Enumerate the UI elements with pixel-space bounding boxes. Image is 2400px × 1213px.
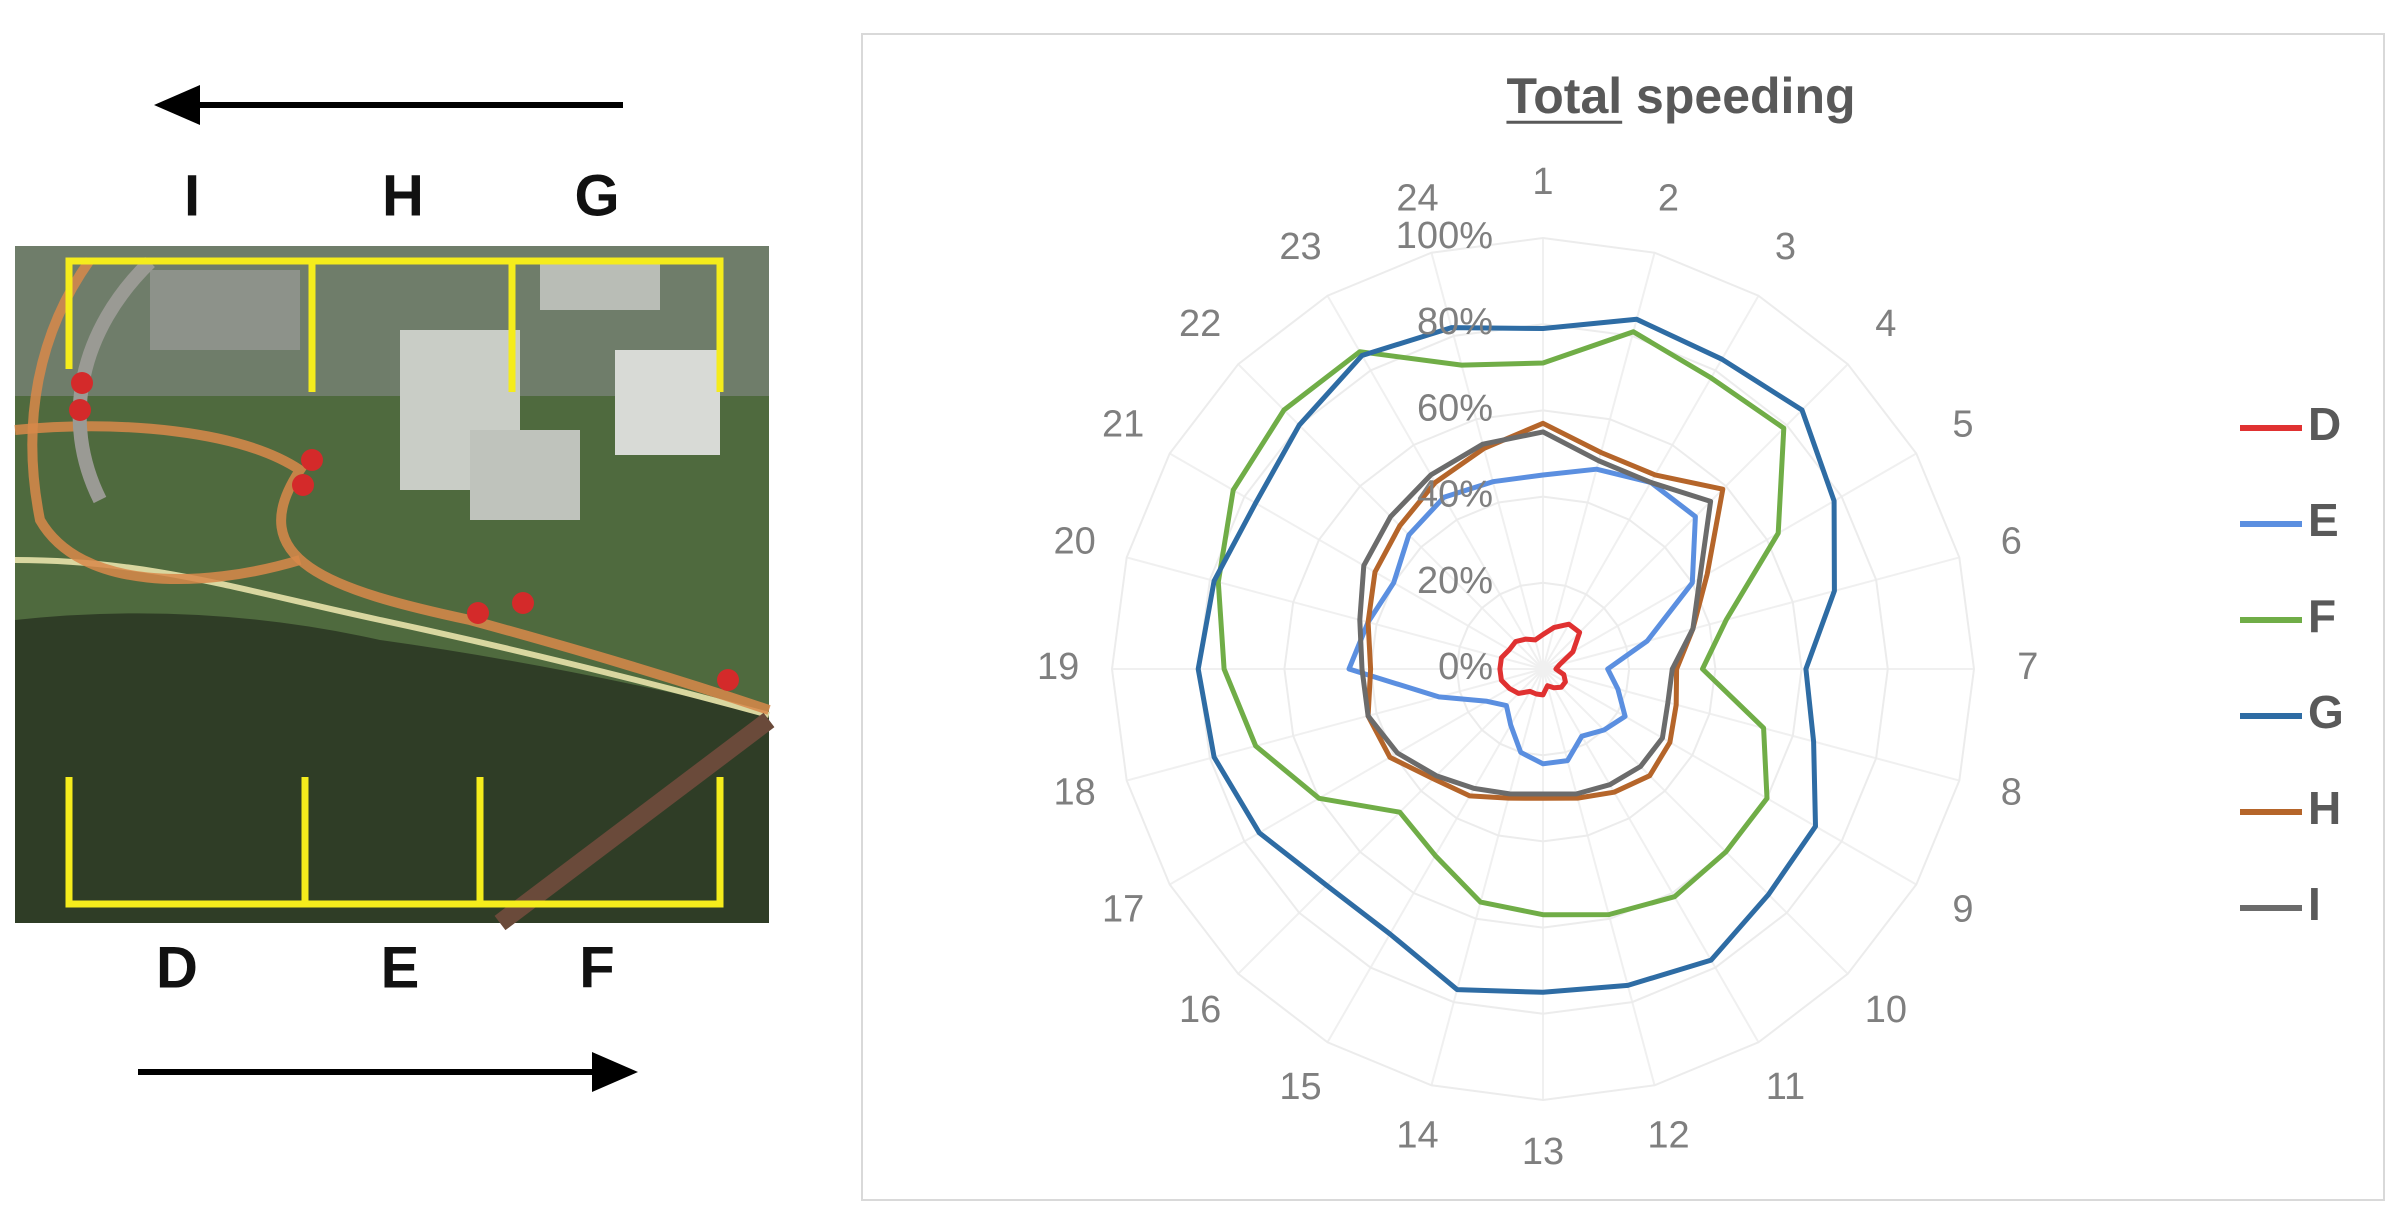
spoke — [1126, 668, 1544, 782]
category-label: 16 — [1179, 989, 1221, 1031]
segment-brackets — [65, 257, 724, 908]
category-label: 8 — [2001, 772, 2022, 814]
spoke — [1542, 556, 1960, 670]
direction-arrows — [138, 85, 638, 1092]
series-line — [1215, 329, 1787, 918]
arrow-head — [154, 85, 200, 125]
map-parking — [150, 270, 300, 350]
r-tick-label: 0% — [1438, 646, 1493, 688]
map: I H G D E F — [14, 85, 775, 1092]
series-line — [1195, 316, 1837, 995]
top-bracket — [65, 257, 724, 392]
spoke — [1430, 668, 1544, 1086]
spoke — [1237, 668, 1544, 975]
legend-label: I — [2308, 878, 2321, 930]
series-line — [1497, 621, 1583, 698]
grid-ring — [1197, 323, 1889, 1015]
spoke — [1126, 556, 1544, 670]
spoke — [1542, 668, 1960, 782]
map-road — [14, 421, 771, 715]
series-line — [1346, 466, 1698, 767]
category-label: 15 — [1279, 1066, 1321, 1108]
category-label: 7 — [2017, 646, 2038, 688]
spoke — [1542, 668, 1849, 975]
legend-label: D — [2308, 398, 2341, 450]
category-label: 18 — [1054, 772, 1096, 814]
spoke — [1542, 668, 1656, 1086]
category-label: 6 — [2001, 521, 2022, 563]
segment-label: E — [381, 935, 420, 1000]
segment-label: I — [184, 163, 200, 228]
segment-labels: I H G D E F — [156, 163, 620, 1000]
category-label: 5 — [1952, 404, 1973, 446]
category-label: 23 — [1279, 226, 1321, 268]
segment-label: H — [382, 163, 424, 228]
grid-ring — [1110, 236, 1976, 1102]
r-tick-label: 60% — [1417, 387, 1493, 429]
spoke — [1430, 252, 1544, 670]
grid-ring — [1283, 409, 1803, 929]
segment-label: F — [579, 935, 614, 1000]
bottom-bracket — [65, 777, 724, 908]
spoke — [1542, 452, 1917, 670]
r-tick-label: 40% — [1417, 474, 1493, 516]
map-water — [15, 613, 769, 923]
segment-label: G — [574, 163, 619, 228]
series-line — [1357, 429, 1714, 797]
map-pin — [301, 449, 323, 471]
map-pin — [717, 669, 739, 691]
r-tick-label: 80% — [1417, 301, 1493, 343]
category-label: 1 — [1532, 161, 1553, 203]
r-tick-label: 20% — [1417, 560, 1493, 602]
legend-label: H — [2308, 782, 2341, 834]
map-building — [615, 350, 720, 455]
map-pin — [467, 602, 489, 624]
category-label: 2 — [1658, 178, 1679, 220]
category-label: 22 — [1179, 303, 1221, 345]
spoke — [1169, 668, 1544, 886]
spoke — [1542, 668, 1760, 1043]
category-label: 10 — [1865, 989, 1907, 1031]
segment-label: D — [156, 935, 198, 1000]
map-road — [27, 257, 302, 585]
category-label: 19 — [1037, 646, 1079, 688]
chart-frame — [861, 33, 2385, 1201]
category-label: 3 — [1775, 226, 1796, 268]
radar-chart: 1 234567891011121314151617181920212223240… — [1037, 120, 2344, 1173]
map-pin — [292, 474, 314, 496]
category-label: 20 — [1054, 521, 1096, 563]
category-label: 21 — [1102, 404, 1144, 446]
map-bridge — [494, 712, 775, 931]
category-label: 9 — [1952, 888, 1973, 930]
category-label: 11 — [1766, 1066, 1805, 1108]
category-label: 4 — [1875, 303, 1896, 345]
category-label: 14 — [1396, 1114, 1438, 1156]
chart-title: Total speeding — [1506, 68, 1855, 124]
map-pin — [71, 372, 93, 394]
map-pin — [512, 592, 534, 614]
legend-label: E — [2308, 494, 2339, 546]
r-tick-label: 100% — [1396, 215, 1493, 257]
spoke — [1542, 668, 1917, 886]
legend-label: G — [2308, 686, 2344, 738]
map-building — [470, 430, 580, 520]
legend-label: F — [2308, 590, 2336, 642]
map-building — [540, 260, 660, 310]
grid-ring — [1455, 581, 1631, 757]
category-label: 12 — [1647, 1114, 1689, 1156]
series-line — [1365, 420, 1726, 801]
map-pin — [69, 399, 91, 421]
arrow-head — [592, 1052, 638, 1092]
category-label: 17 — [1102, 888, 1144, 930]
category-label: 24 — [1396, 178, 1438, 220]
map-pins — [69, 372, 739, 691]
map-road — [14, 557, 770, 718]
category-label: 13 — [1522, 1131, 1564, 1173]
